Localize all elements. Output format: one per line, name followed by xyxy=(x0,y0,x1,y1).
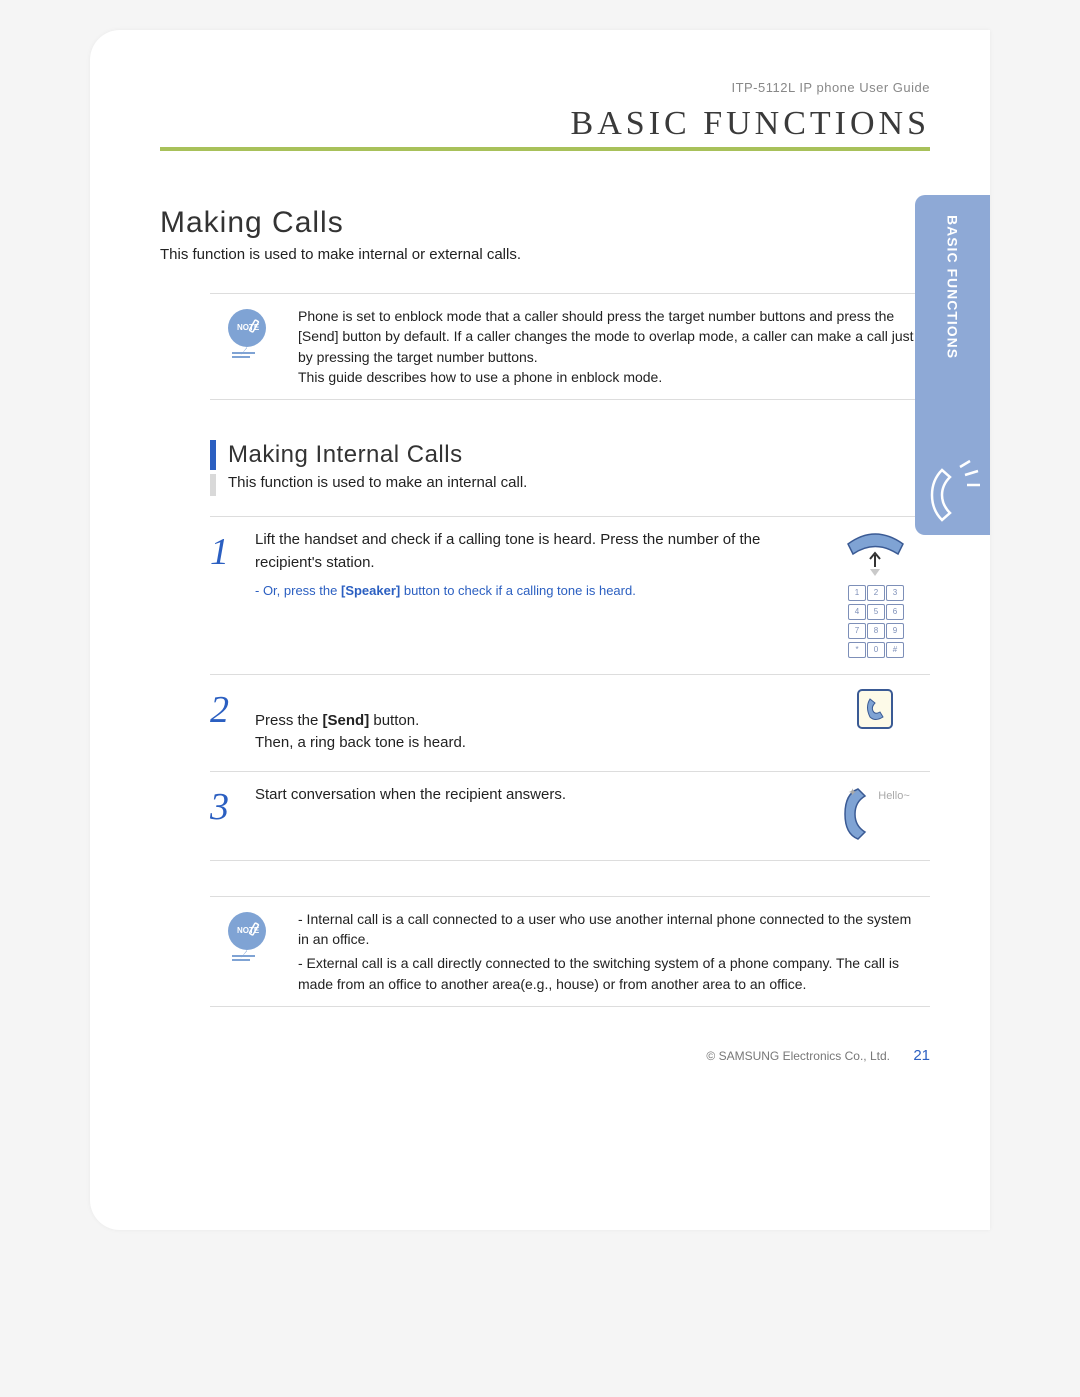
hello-bubble: Hello~ xyxy=(878,790,910,802)
note-block-1: NOTE Phone is set to enblock mode that a… xyxy=(210,293,930,400)
note-icon: NOTE xyxy=(220,306,280,366)
step-number: 3 xyxy=(210,784,255,826)
note-icon: NOTE xyxy=(220,909,280,969)
side-tab: BASIC FUNCTIONS xyxy=(915,195,990,535)
chapter-rule xyxy=(160,147,930,151)
note-2-text: - Internal call is a call connected to a… xyxy=(298,909,920,994)
section-title: Making Calls xyxy=(160,206,930,240)
step-number: 2 xyxy=(210,687,255,729)
step-body: Lift the handset and check if a calling … xyxy=(255,529,820,600)
sub-title-bar xyxy=(210,440,216,470)
step-1-text: Lift the handset and check if a calling … xyxy=(255,531,760,571)
side-tab-label: BASIC FUNCTIONS xyxy=(945,215,961,359)
sub-desc: This function is used to make an interna… xyxy=(228,474,527,491)
step-number: 1 xyxy=(210,529,255,571)
note-2-item-2: - External call is a call directly conne… xyxy=(298,953,920,994)
sub-title: Making Internal Calls xyxy=(228,441,463,469)
step-body: Start conversation when the recipient an… xyxy=(255,784,820,807)
step-2-illustration xyxy=(820,687,930,732)
note-block-2: NOTE - Internal call is a call connected… xyxy=(210,896,930,1007)
step-3-illustration: ✦ Hello~ xyxy=(820,784,930,844)
step-1-hint: - Or, press the [Speaker] button to chec… xyxy=(255,582,805,600)
note-2-item-1: - Internal call is a call connected to a… xyxy=(298,909,920,950)
note-1-text: Phone is set to enblock mode that a call… xyxy=(298,306,920,387)
step-1-illustration: 123 456 789 *0# xyxy=(820,529,930,658)
step-3: 3 Start conversation when the recipient … xyxy=(210,772,930,861)
arrow-down-icon xyxy=(870,569,880,579)
page-number: 21 xyxy=(913,1047,930,1064)
page-footer: © SAMSUNG Electronics Co., Ltd. 21 xyxy=(160,1047,930,1064)
copyright: © SAMSUNG Electronics Co., Ltd. xyxy=(706,1049,890,1063)
chapter-title: BASIC FUNCTIONS xyxy=(160,105,930,143)
subsection: Making Internal Calls This function is u… xyxy=(210,440,930,861)
step-2: 2 Press the [Send] button. Then, a ring … xyxy=(210,675,930,772)
step-1: 1 Lift the handset and check if a callin… xyxy=(210,516,930,675)
step-body: Press the [Send] button. Then, a ring ba… xyxy=(255,687,820,755)
phone-tab-icon xyxy=(920,455,990,525)
send-button-icon xyxy=(855,687,895,732)
document-page: ITP-5112L IP phone User Guide BASIC FUNC… xyxy=(90,30,990,1230)
section-desc: This function is used to make internal o… xyxy=(160,246,930,263)
step-3-text: Start conversation when the recipient an… xyxy=(255,786,566,803)
sub-desc-bar xyxy=(210,474,216,496)
header-guide-name: ITP-5112L IP phone User Guide xyxy=(160,80,930,95)
handset-lift-icon xyxy=(843,529,908,569)
keypad-icon: 123 456 789 *0# xyxy=(848,585,902,658)
